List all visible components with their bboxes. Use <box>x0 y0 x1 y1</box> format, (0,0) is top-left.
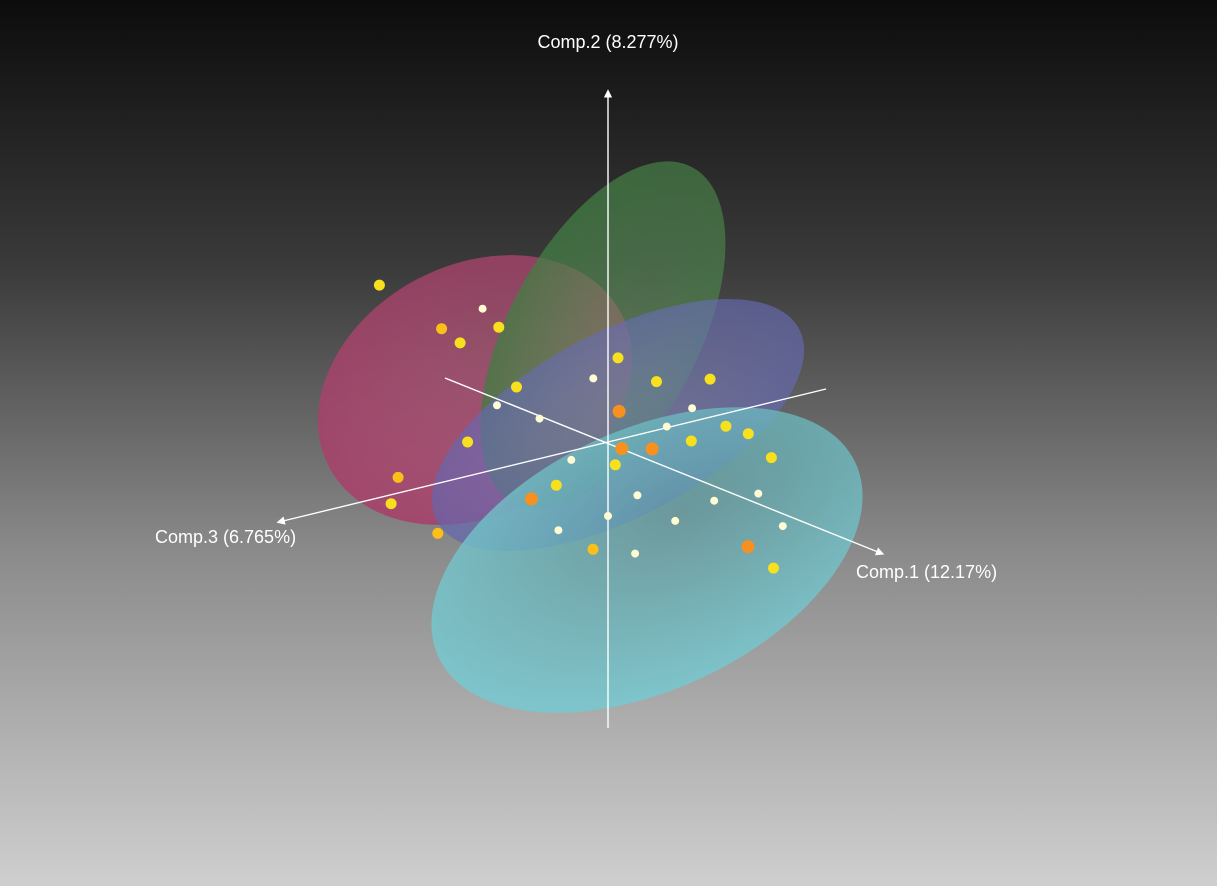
data-point-18 <box>511 381 522 393</box>
data-point-37 <box>589 374 598 383</box>
axis-label-comp3: Comp.3 (6.765%) <box>155 527 296 547</box>
data-point-9 <box>651 376 662 388</box>
axes <box>276 89 885 728</box>
data-point-6 <box>612 404 626 418</box>
data-point-21 <box>587 543 599 555</box>
data-point-3 <box>478 304 487 313</box>
axis-comp3 <box>276 388 827 525</box>
data-point-8 <box>645 442 659 456</box>
data-point-22 <box>631 549 640 558</box>
data-point-1 <box>436 323 448 335</box>
data-point-16 <box>432 527 444 539</box>
data-point-10 <box>704 373 716 385</box>
points-layer <box>373 279 787 574</box>
data-point-35 <box>688 404 697 413</box>
axis-labels: Comp.2 (8.277%) Comp.1 (12.17%) Comp.3 (… <box>155 32 997 582</box>
group-ellipsoids <box>317 161 863 713</box>
data-point-13 <box>768 562 779 574</box>
ellipsoid-cyan <box>431 407 863 713</box>
data-point-2 <box>454 337 466 349</box>
data-point-4 <box>493 321 505 333</box>
data-point-23 <box>671 516 680 525</box>
data-point-31 <box>535 414 544 423</box>
axis-comp1 <box>444 377 885 556</box>
data-point-28 <box>685 435 697 447</box>
data-point-25 <box>754 489 763 498</box>
data-point-29 <box>662 422 671 431</box>
data-point-7 <box>615 442 629 455</box>
data-point-32 <box>493 401 501 410</box>
data-point-39 <box>604 512 612 520</box>
axis-label-comp1: Comp.1 (12.17%) <box>856 562 997 582</box>
data-point-17 <box>462 436 474 448</box>
data-point-33 <box>609 459 621 471</box>
axis-label-comp2: Comp.2 (8.277%) <box>537 32 678 52</box>
data-point-36 <box>720 420 732 432</box>
data-point-26 <box>778 522 787 531</box>
data-point-20 <box>554 526 563 535</box>
data-point-34 <box>633 491 642 500</box>
data-point-0 <box>373 279 385 291</box>
data-point-38 <box>550 479 562 491</box>
data-point-27 <box>765 452 777 464</box>
data-point-30 <box>567 455 576 464</box>
data-point-5 <box>612 352 624 364</box>
data-point-14 <box>392 471 404 483</box>
data-point-19 <box>524 492 538 506</box>
data-point-11 <box>742 428 754 440</box>
data-point-15 <box>385 498 397 510</box>
data-point-24 <box>710 496 719 505</box>
data-point-12 <box>741 540 755 554</box>
